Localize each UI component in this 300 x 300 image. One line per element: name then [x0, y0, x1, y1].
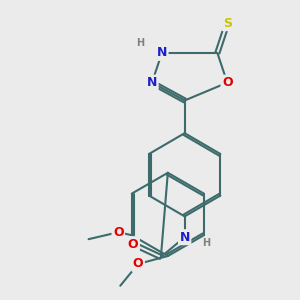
Text: N: N	[179, 231, 190, 244]
Text: O: O	[133, 257, 143, 270]
Text: O: O	[222, 76, 232, 89]
Text: N: N	[147, 76, 157, 89]
Text: H: H	[202, 238, 211, 248]
Text: O: O	[128, 238, 139, 250]
Text: O: O	[113, 226, 124, 239]
Text: N: N	[157, 46, 167, 59]
Text: H: H	[136, 38, 144, 48]
Text: S: S	[223, 17, 232, 30]
